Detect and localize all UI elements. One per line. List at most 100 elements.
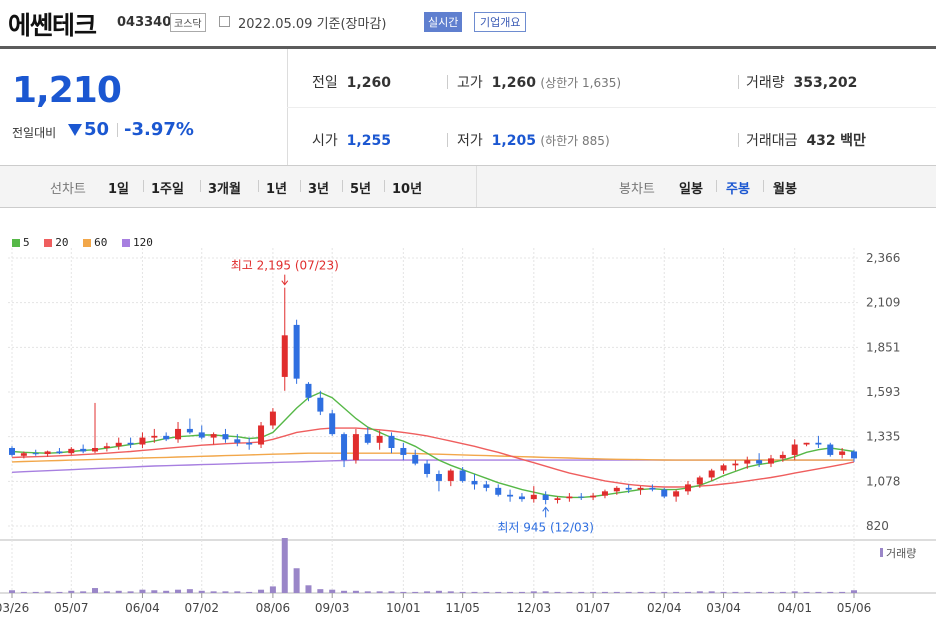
candle-body [80,448,87,452]
low-price: 저가 1,205 (하한가 885) [457,130,610,150]
chart-tab-bar: 선차트 1일 1주일 3개월 1년 3년 5년 10년 봉차트 일봉 주봉 월봉 [0,165,936,208]
volume-bar [139,589,146,593]
tab-10y[interactable]: 10년 [392,182,423,197]
high-arrowhead [281,280,289,286]
candle-body [578,496,585,498]
volume-bar [756,591,763,593]
change-divider [117,123,118,137]
volume-bar [803,591,810,593]
high-label: 고가 [457,75,483,91]
quote-date: 2022.05.09 기준(장마감) [238,17,387,32]
candle-body [163,435,170,440]
volume-bar [542,591,549,593]
candle-body [9,447,15,455]
ma120-swatch [122,239,130,247]
candle-body [175,428,182,440]
volume-bar [554,591,561,593]
volume-bar [210,591,217,593]
volume-bar [483,591,490,593]
amount-label: 거래대금 [746,133,798,149]
cell-divider [447,75,448,89]
cell-divider [447,133,448,147]
volume-bar [127,591,134,593]
cell-divider [738,133,739,147]
candle-body [293,324,300,379]
cell-divider [738,75,739,89]
volume-bar [791,591,798,593]
y-tick-label: 1,078 [866,474,900,488]
tab-monthly[interactable]: 월봉 [773,182,797,197]
volume-bar [92,588,99,593]
volume-bar [269,586,276,593]
candle-body [779,454,786,459]
x-tick-label: 05/07 [54,601,89,615]
candle-body [637,487,644,490]
candle-body [341,434,348,461]
volume: 거래량 353,202 [746,72,857,92]
legend-ma60-label: 60 [94,236,108,249]
volume-bar [20,591,27,593]
tab-3y[interactable]: 3년 [308,182,330,197]
tab-daily[interactable]: 일봉 [679,182,703,197]
candle-body [68,448,75,454]
candle-body [566,496,573,499]
volume-bar [80,591,87,593]
candle-body [803,442,810,445]
tab-1d[interactable]: 1일 [108,182,130,197]
candle-body [767,458,774,464]
candle-body [613,487,620,492]
ma5-swatch [12,239,20,247]
volume-bar [352,590,359,593]
candle-body [424,463,431,474]
volume-bar [258,589,265,593]
volume-bar [293,568,300,593]
candle-body [234,439,241,443]
lower-limit: (하한가 885) [540,134,610,148]
candle-body [732,463,739,466]
legend-item-ma20: 20 [44,236,69,249]
down-arrow-icon [68,124,82,136]
candle-body [269,411,276,426]
tab-weekly[interactable]: 주봉 [726,182,750,197]
tab-5y[interactable]: 5년 [350,182,372,197]
candle-body [495,487,502,495]
volume-bar [163,590,170,593]
candle-body [696,477,703,485]
volume-bar [601,591,608,593]
y-tick-label: 2,366 [866,251,900,265]
candle-body [32,453,39,455]
tab-divider [384,180,385,192]
legend-item-ma60: 60 [83,236,107,249]
ma120-line [11,459,854,473]
candle-body [258,425,265,445]
tab-divider [200,180,201,192]
y-tick-label: 1,851 [866,340,900,354]
stock-header: 에쎈테크 043340 코스닥 2022.05.09 기준(장마감) 실시간 기… [0,0,936,46]
candle-body [103,446,110,448]
volume-bar [32,591,39,593]
company-info-dropdown[interactable]: 기업개요 [474,12,527,32]
x-tick-label: 04/01 [777,601,812,615]
ma20-line [11,427,855,488]
volume-bar [115,590,122,593]
y-tick-label: 820 [866,519,889,533]
high-value: 1,260 [491,75,536,91]
candle-body [352,434,359,461]
candle-body [827,444,834,455]
tab-1y[interactable]: 1년 [266,182,288,197]
candle-body [388,435,395,448]
amount-value: 432 [806,133,836,149]
price-chart[interactable]: 2,366 2,109 1,851 1,593 1,335 1,078 820 03/26 05… [0,208,936,632]
candle-body [364,434,371,443]
candle-body [625,487,632,490]
legend-item-ma5: 5 [12,236,30,249]
candle-body [317,397,324,412]
candle-body [601,491,608,496]
tab-1w[interactable]: 1주일 [151,182,184,197]
volume-bar [9,590,15,593]
candle-body [435,473,442,481]
tab-3m[interactable]: 3개월 [208,182,241,197]
candle-body [222,434,229,440]
realtime-button[interactable]: 실시간 [424,12,463,32]
candle-body [400,447,407,455]
